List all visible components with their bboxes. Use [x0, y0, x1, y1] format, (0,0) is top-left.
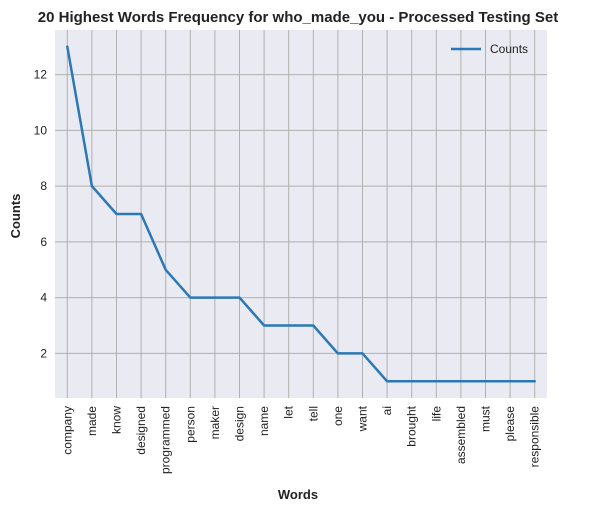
legend-label: Counts: [490, 42, 528, 56]
series-line: [66, 45, 536, 383]
y-tick-label: 8: [40, 179, 47, 193]
x-tick-label: maker: [208, 406, 222, 439]
x-tick-label: must: [479, 405, 493, 432]
x-tick-label: assembled: [454, 406, 468, 464]
x-tick-label: brought: [405, 405, 419, 446]
chart-title: 20 Highest Words Frequency for who_made_…: [38, 9, 558, 26]
legend: Counts: [451, 42, 528, 56]
x-tick-label: designed: [134, 406, 148, 455]
x-tick-label: know: [110, 406, 124, 434]
x-tick-label: name: [257, 406, 271, 436]
x-tick-label: want: [356, 405, 370, 432]
y-tick-label: 4: [40, 291, 47, 305]
y-tick-label: 6: [40, 235, 47, 249]
x-tick-label: life: [429, 406, 443, 422]
y-tick-label: 10: [34, 123, 48, 137]
y-tick-label: 12: [34, 68, 48, 82]
x-tick-label: person: [183, 406, 197, 443]
y-axis-label: Counts: [8, 194, 23, 239]
x-tick-label: responsible: [528, 406, 542, 468]
x-tick-label: made: [85, 406, 99, 436]
x-tick-label: ai: [380, 406, 394, 415]
y-tick-label: 2: [40, 346, 47, 360]
x-axis-ticks: company made know designed programmed person m…: [60, 405, 541, 474]
x-tick-label: company: [60, 406, 74, 455]
x-tick-label: tell: [306, 406, 320, 421]
x-tick-label: let: [282, 405, 296, 418]
x-tick-label: please: [503, 406, 517, 442]
x-axis-label: Words: [278, 487, 318, 502]
series-layer: [66, 45, 536, 383]
x-tick-label: design: [233, 406, 247, 441]
y-axis-ticks: 2 4 6 8 10 12: [34, 68, 48, 361]
x-tick-label: programmed: [159, 406, 173, 474]
grid: [55, 30, 547, 398]
x-tick-label: one: [331, 406, 345, 426]
